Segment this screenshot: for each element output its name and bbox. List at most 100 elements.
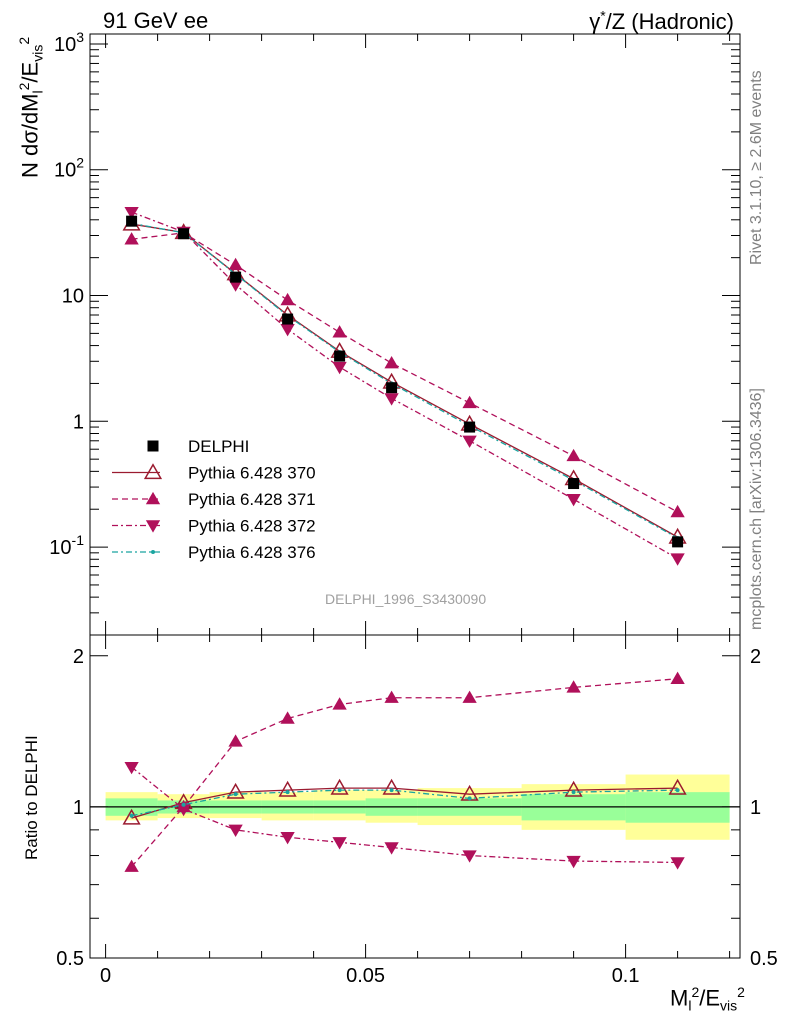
ratio-series-marker <box>124 761 139 775</box>
ratio-series-marker <box>124 859 139 872</box>
ratio-series-marker <box>384 842 399 855</box>
ratio-series-marker <box>337 788 342 793</box>
ratio-series-1 <box>131 787 678 819</box>
ratio-series-marker <box>668 778 687 795</box>
main-series-marker <box>384 355 399 369</box>
ratio-series-marker <box>280 832 295 845</box>
x-tick-label: 0 <box>100 965 111 987</box>
ratio-series-marker <box>462 690 477 703</box>
data-point <box>178 228 190 240</box>
header-right: γ*/Z (Hadronic) <box>589 8 734 35</box>
main-series-marker <box>384 393 399 406</box>
legend-marker <box>147 440 159 452</box>
ratio-series-marker <box>670 857 685 870</box>
ratio-series-marker <box>280 711 295 724</box>
ratio-series-line <box>131 678 678 868</box>
main-series-marker <box>566 448 581 462</box>
main-series-marker <box>670 553 685 566</box>
legend-item: Pythia 6.428 372 <box>112 517 316 536</box>
ratio-series-marker <box>389 788 394 793</box>
mcplots-reference-text: mcplots.cern.ch [arXiv:1306.3436] <box>748 388 765 630</box>
legend-marker <box>145 520 161 533</box>
ratio-y-tick-label-right: 2 <box>750 646 761 668</box>
ratio-series-marker <box>566 855 581 869</box>
ratio-series-line <box>131 787 678 819</box>
ratio-series-marker <box>332 837 347 850</box>
rivet-version-text: Rivet 3.1.10, ≥ 2.6M events <box>748 70 765 265</box>
ratio-y-tick-label-right: 1 <box>750 797 761 819</box>
ratio-series-marker <box>233 792 238 797</box>
ratio-series-marker <box>226 782 245 799</box>
x-tick-label: 0.1 <box>612 965 640 987</box>
main-series-marker <box>228 257 243 271</box>
x-axis-label: Ml2/Evis2 <box>670 984 745 1014</box>
legend-item: Pythia 6.428 370 <box>112 464 316 483</box>
legend-marker <box>143 463 163 480</box>
ratio-series-marker <box>330 778 349 795</box>
main-y-tick-label: 102 <box>54 155 84 182</box>
ratio-ylabel: Ratio to DELPHI <box>22 735 41 860</box>
ratio-series-marker <box>278 780 297 797</box>
analysis-tag: DELPHI_1996_S3430090 <box>325 591 487 607</box>
data-point <box>672 536 684 548</box>
ratio-series-marker <box>228 734 243 747</box>
ratio-series-marker <box>176 803 191 817</box>
ratio-series-marker <box>285 790 290 795</box>
main-series-line <box>131 222 678 539</box>
header-left: 91 GeV ee <box>103 8 209 33</box>
legend-label: Pythia 6.428 370 <box>188 464 316 483</box>
legend-label: Pythia 6.428 372 <box>188 517 316 536</box>
legend-marker <box>145 491 161 505</box>
data-point <box>334 350 346 362</box>
legend: DELPHI Pythia 6.428 370 Pythia 6.428 371 Py… <box>112 437 316 562</box>
ratio-series-marker <box>129 813 134 818</box>
main-y-tick-label: 1 <box>73 411 84 433</box>
ratio-series-marker <box>122 808 141 825</box>
main-y-tick-label: 10-1 <box>49 532 84 559</box>
ratio-series-marker <box>181 802 186 807</box>
main-series-marker <box>566 494 581 507</box>
main-series-marker <box>124 206 139 220</box>
main-series-marker <box>462 395 477 409</box>
ratio-series-marker <box>675 788 680 793</box>
main-series-marker <box>124 232 139 245</box>
ratio-y-tick-label: 1 <box>73 797 84 819</box>
main-series-marker <box>332 361 347 375</box>
header-right-text: γ*/Z (Hadronic) <box>589 8 734 35</box>
main-series-marker <box>332 325 347 338</box>
main-series-line <box>131 232 678 513</box>
main-series-marker <box>280 323 295 337</box>
ratio-y-tick-label: 0.5 <box>56 948 84 970</box>
ratio-y-tick-label: 2 <box>73 646 84 668</box>
legend-item: Pythia 6.428 371 <box>112 490 316 509</box>
data-point <box>568 478 580 490</box>
legend-item: DELPHI <box>188 437 249 456</box>
data-point <box>464 421 476 433</box>
ratio-plot-frame <box>89 634 741 959</box>
ratio-series-marker <box>228 824 243 838</box>
data-point <box>230 271 242 283</box>
main-y-tick-label: 103 <box>54 29 84 56</box>
data-point <box>386 382 398 394</box>
legend-label: DELPHI <box>188 437 249 456</box>
ratio-series-marker <box>384 690 399 703</box>
data-point <box>282 313 294 325</box>
ratio-series-marker <box>467 796 472 801</box>
ratio-series-marker <box>332 697 347 710</box>
legend-marker <box>151 550 155 554</box>
ratio-y-tick-label-right: 0.5 <box>750 948 778 970</box>
main-series-marker <box>280 292 295 306</box>
ratio-series-marker <box>382 778 401 795</box>
main-series-marker <box>462 435 477 448</box>
ratio-series-marker <box>571 790 576 795</box>
main-series-4 <box>131 222 678 539</box>
ratio-series-2 <box>131 678 678 868</box>
main-series-marker <box>670 504 685 518</box>
ratio-series-marker <box>564 780 583 797</box>
data-point <box>126 215 138 227</box>
legend-item: Pythia 6.428 376 <box>112 543 316 562</box>
ratio-series-marker <box>566 680 581 693</box>
x-tick-label: 0.05 <box>346 965 385 987</box>
ratio-series-marker <box>462 850 477 863</box>
